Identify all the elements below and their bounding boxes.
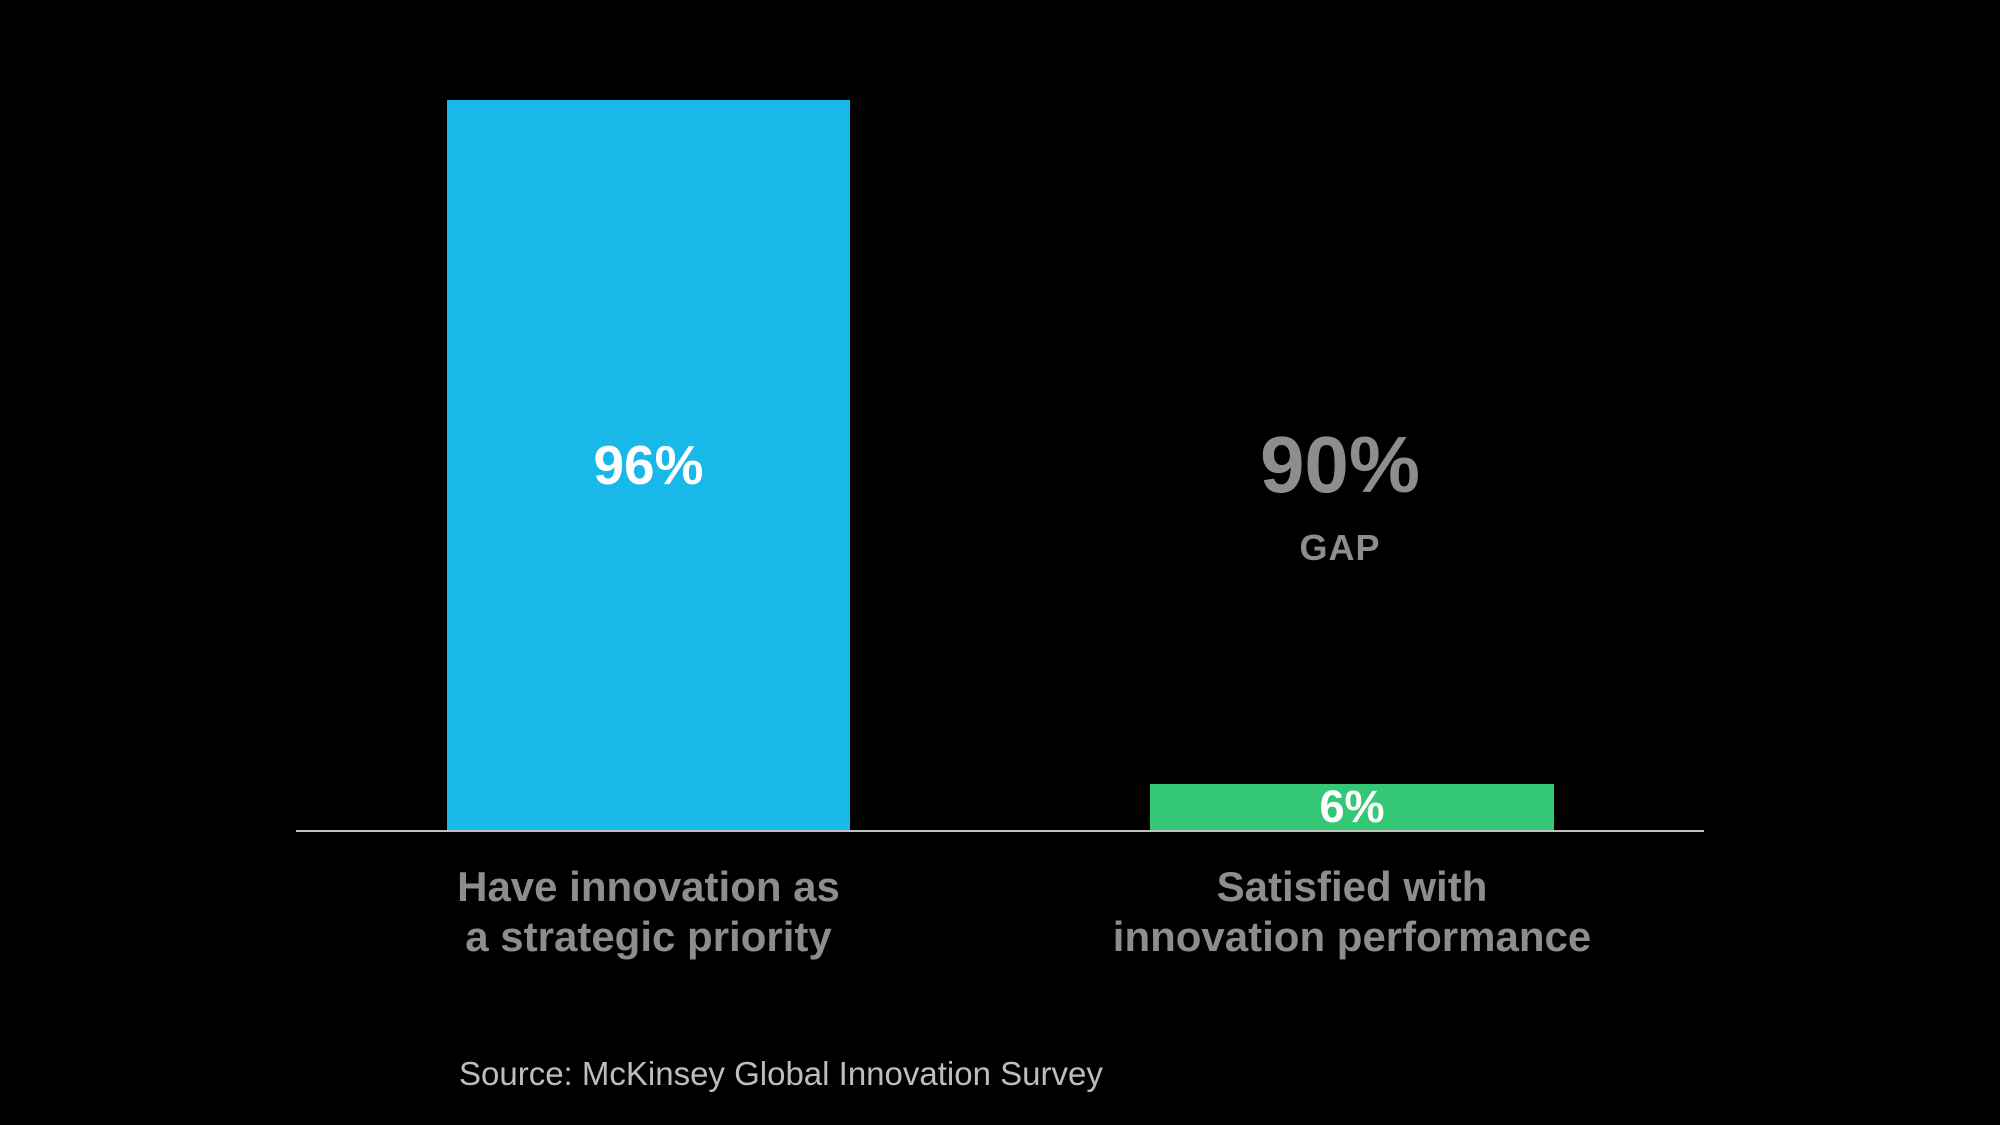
chart-stage: 96% Have innovation as a strategic prior… xyxy=(0,0,2000,1125)
bar-satisfied-label: Satisfied with innovation performance xyxy=(1050,862,1654,963)
source-citation: Source: McKinsey Global Innovation Surve… xyxy=(459,1055,1103,1093)
bar-priority: 96% xyxy=(447,100,850,830)
gap-value: 90% xyxy=(1140,425,1540,505)
bar-priority-label-line2: a strategic priority xyxy=(465,913,831,960)
bar-satisfied: 6% xyxy=(1150,784,1554,830)
bar-satisfied-value: 6% xyxy=(1319,781,1384,833)
bar-satisfied-label-line2: innovation performance xyxy=(1113,913,1591,960)
bar-satisfied-label-line1: Satisfied with xyxy=(1217,863,1488,910)
gap-label: GAP xyxy=(1140,530,1540,566)
bar-priority-value: 96% xyxy=(593,433,703,497)
bar-priority-label: Have innovation as a strategic priority xyxy=(347,862,950,963)
gap-annotation: 90% GAP xyxy=(1140,425,1540,566)
bar-priority-label-line1: Have innovation as xyxy=(457,863,840,910)
x-axis-baseline xyxy=(296,830,1704,832)
